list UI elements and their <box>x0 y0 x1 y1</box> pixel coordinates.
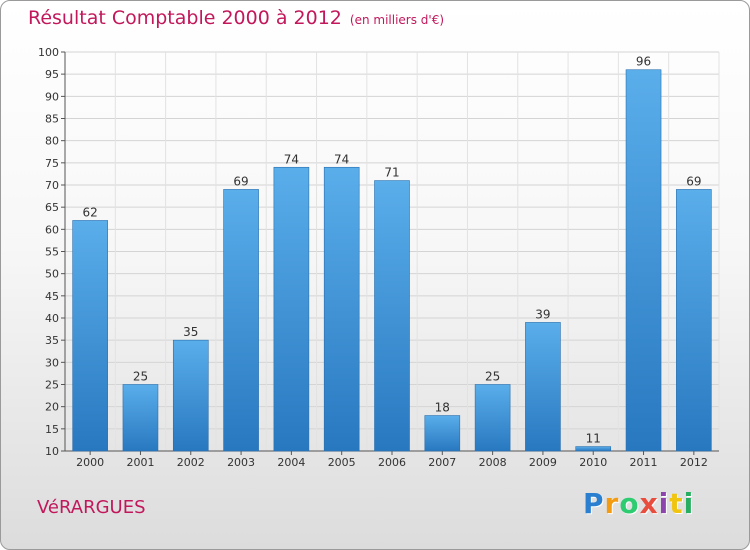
data-label: 74 <box>334 152 349 166</box>
x-tick-label: 2010 <box>579 456 607 469</box>
x-tick-label: 2006 <box>378 456 406 469</box>
y-tick-label: 90 <box>45 90 59 103</box>
data-label: 11 <box>586 432 601 446</box>
x-tick-label: 2005 <box>328 456 356 469</box>
bar <box>424 415 461 452</box>
bar <box>172 339 209 452</box>
y-tick-label: 35 <box>45 334 59 347</box>
x-tick-label: 2004 <box>277 456 305 469</box>
x-tick-label: 2011 <box>630 456 658 469</box>
y-tick-label: 55 <box>45 246 59 259</box>
y-tick-label: 30 <box>45 356 59 369</box>
bar <box>625 69 662 452</box>
y-tick-label: 50 <box>45 268 59 281</box>
y-tick-label: 20 <box>45 401 59 414</box>
data-label: 69 <box>233 174 248 188</box>
x-tick-label: 2001 <box>126 456 154 469</box>
proxiti-letter: i <box>658 487 670 520</box>
bar <box>273 166 310 452</box>
data-label: 96 <box>636 55 651 69</box>
y-tick-label: 75 <box>45 157 59 170</box>
y-tick-label: 65 <box>45 201 59 214</box>
bar <box>525 322 561 452</box>
data-label: 25 <box>133 370 148 384</box>
data-label: 35 <box>183 325 198 339</box>
proxiti-letter: x <box>639 487 659 520</box>
proxiti-letter: r <box>604 487 620 520</box>
bar <box>374 180 410 452</box>
y-tick-label: 25 <box>45 379 59 392</box>
bar <box>474 384 511 452</box>
chart-title: Résultat Comptable 2000 à 2012 (en millie… <box>28 7 444 29</box>
labels: 62 2000 25 2001 35 2002 69 2003 74 2004 74 2005 71 20… <box>76 55 708 469</box>
bar <box>676 189 712 452</box>
bar <box>575 446 612 452</box>
data-label: 71 <box>384 166 399 180</box>
data-label: 74 <box>284 152 299 166</box>
bar <box>323 166 360 452</box>
y-tick-label: 80 <box>45 135 59 148</box>
bar <box>223 189 259 452</box>
x-tick-label: 2007 <box>428 456 456 469</box>
x-tick-label: 2003 <box>227 456 255 469</box>
y-tick-label: 10 <box>45 445 59 458</box>
data-label: 39 <box>535 307 550 321</box>
chart-subtitle: (en milliers d'€) <box>349 13 445 27</box>
bar <box>122 384 159 452</box>
x-tick-label: 2009 <box>529 456 557 469</box>
y-tick-label: 15 <box>45 423 59 436</box>
y-tick-label: 70 <box>45 179 59 192</box>
proxiti-letter: t <box>669 487 684 520</box>
y-tick-label: 95 <box>45 68 59 81</box>
proxiti-letter: i <box>683 487 695 520</box>
x-tick-label: 2012 <box>680 456 708 469</box>
bars <box>72 69 712 452</box>
y-tick-label: 100 <box>38 46 59 59</box>
y-tick-label: 45 <box>45 290 59 303</box>
data-label: 18 <box>435 401 450 415</box>
x-tick-label: 2008 <box>479 456 507 469</box>
x-tick-label: 2000 <box>76 456 104 469</box>
data-label: 69 <box>686 174 701 188</box>
data-label: 62 <box>83 205 98 219</box>
proxiti-logo: Proxiti <box>583 487 694 520</box>
commune-name: VéRARGUES <box>37 497 146 518</box>
y-tick-label: 85 <box>45 113 59 126</box>
data-label: 25 <box>485 370 500 384</box>
proxiti-letter: P <box>583 487 605 520</box>
proxiti-letter: o <box>619 487 640 520</box>
y-tick-label: 40 <box>45 312 59 325</box>
chart-title-text: Résultat Comptable 2000 à 2012 <box>28 7 342 29</box>
y-tick-label: 60 <box>45 223 59 236</box>
x-tick-label: 2002 <box>177 456 205 469</box>
bar <box>72 220 108 452</box>
